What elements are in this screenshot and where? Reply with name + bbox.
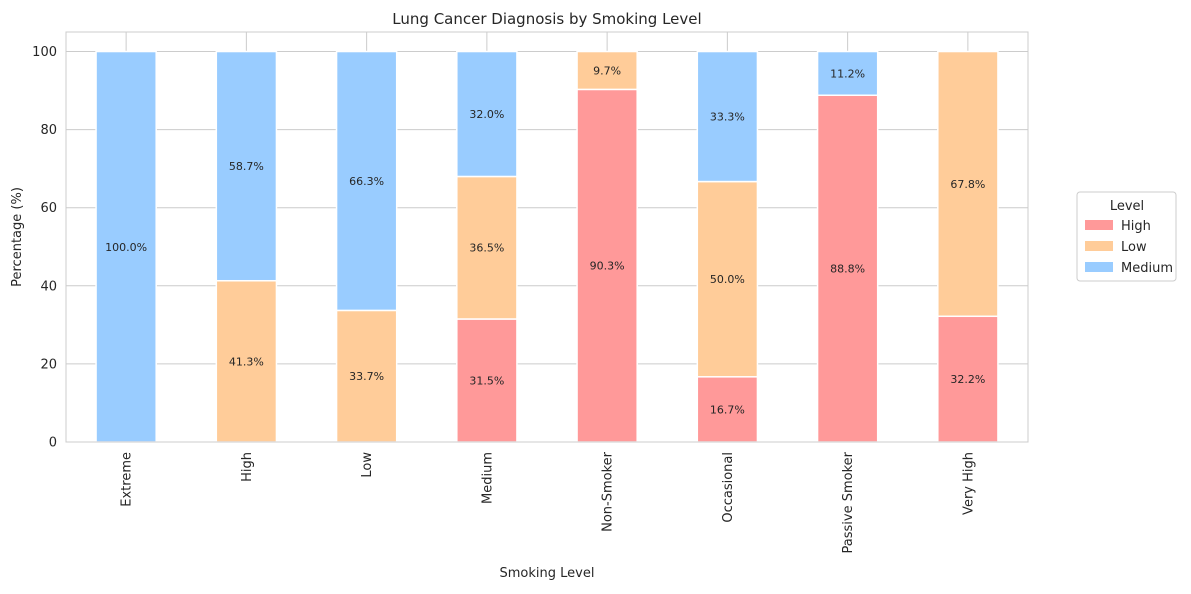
bar-segment <box>335 50 398 312</box>
bar-value-label: 32.2% <box>950 373 985 386</box>
bar-segment <box>215 279 278 443</box>
y-axis-ticks: 0 20 40 60 80 100 <box>32 45 57 450</box>
bar-value-label: 31.5% <box>469 375 504 388</box>
bar-value-label: 32.0% <box>469 108 504 121</box>
legend-label: Low <box>1121 240 1147 255</box>
y-tick-label: 20 <box>40 357 57 372</box>
legend-frame <box>1076 191 1177 282</box>
x-axis-label: Smoking Level <box>500 566 595 581</box>
bar-segment <box>215 50 278 282</box>
bar-segment <box>816 50 879 97</box>
bar-segment <box>696 180 759 378</box>
legend-swatch <box>1085 262 1113 272</box>
bar-value-label: 33.7% <box>349 370 384 383</box>
bar-value-label: 36.5% <box>469 242 504 255</box>
bar-segment <box>456 318 518 443</box>
bar-value-label: 9.7% <box>593 64 621 77</box>
bar-value-label: 33.3% <box>710 111 745 124</box>
bar-segment <box>696 50 759 183</box>
bar-segment <box>937 50 999 318</box>
bar-segment <box>576 88 638 443</box>
bar-value-label: 88.8% <box>830 263 865 276</box>
y-tick-label: 100 <box>32 45 57 60</box>
data-labels: 100.0% 41.3% 58.7% 33.7% 66.3% 31.5% 36.5% 32.0… <box>105 64 985 416</box>
bar-segment <box>576 50 638 91</box>
gridlines <box>66 32 1028 443</box>
plot-frame <box>65 31 1029 443</box>
legend-swatch <box>1085 220 1113 230</box>
x-tick-label: Medium <box>480 452 495 504</box>
bar-value-label: 67.8% <box>950 178 985 191</box>
x-tick-label: Non-Smoker <box>601 451 616 532</box>
bar-value-label: 16.7% <box>710 403 745 416</box>
y-axis-label: Percentage (%) <box>10 187 25 287</box>
bar-segment <box>456 175 518 320</box>
legend: Level High Low Medium <box>1076 191 1177 282</box>
x-axis-ticks: Extreme High Low Medium Non-Smoker Occasional… <box>120 451 977 553</box>
bar-segment <box>456 50 518 178</box>
legend-label: High <box>1121 219 1151 234</box>
bar-segment <box>696 376 759 443</box>
bar-segment <box>937 315 999 443</box>
x-tick-label: Occasional <box>721 452 736 523</box>
bar-value-label: 90.3% <box>590 260 625 273</box>
bar-value-label: 58.7% <box>229 160 264 173</box>
bar-segment <box>95 50 157 443</box>
legend-label: Medium <box>1121 261 1173 276</box>
x-tick-label: Very High <box>961 452 976 515</box>
bars <box>95 50 999 443</box>
x-tick-label: High <box>240 452 255 482</box>
y-tick-label: 60 <box>40 201 57 216</box>
bar-value-label: 100.0% <box>105 241 147 254</box>
legend-items: High Low Medium <box>1085 219 1173 276</box>
x-tick-label: Passive Smoker <box>841 451 856 553</box>
bar-value-label: 50.0% <box>710 273 745 286</box>
x-tick-label: Extreme <box>120 452 135 507</box>
x-tick-label: Low <box>360 452 375 478</box>
y-tick-label: 0 <box>49 436 57 451</box>
y-tick-label: 80 <box>40 123 57 138</box>
bar-segment <box>335 309 398 443</box>
bar-value-label: 66.3% <box>349 175 384 188</box>
chart-title: Lung Cancer Diagnosis by Smoking Level <box>392 10 701 28</box>
legend-swatch <box>1085 241 1113 251</box>
bar-value-label: 11.2% <box>830 67 865 80</box>
y-tick-label: 40 <box>40 279 57 294</box>
legend-title: Level <box>1110 199 1144 214</box>
bar-value-label: 41.3% <box>229 355 264 368</box>
